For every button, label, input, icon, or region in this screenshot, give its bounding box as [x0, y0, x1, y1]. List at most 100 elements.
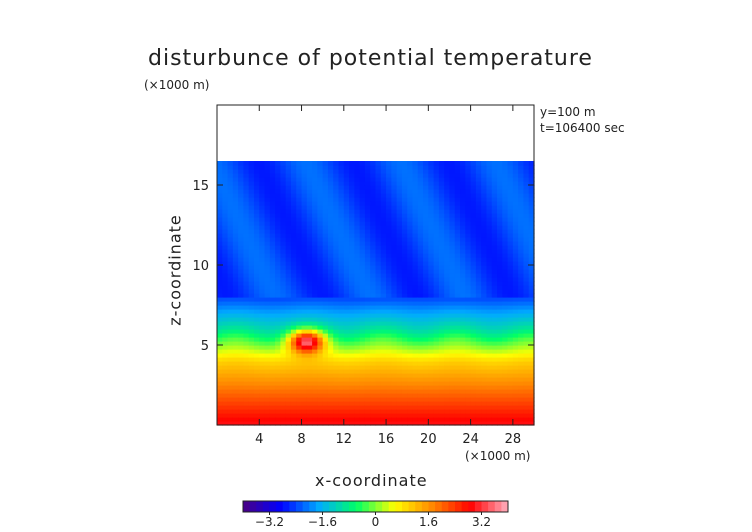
- heatmap-cell: [412, 281, 419, 286]
- heatmap-cell: [497, 305, 503, 310]
- heatmap-cell: [301, 377, 308, 382]
- heatmap-cell: [386, 173, 392, 178]
- heatmap-cell: [227, 249, 234, 254]
- heatmap-cell: [386, 417, 392, 422]
- heatmap-cell: [486, 201, 493, 206]
- heatmap-cell: [280, 409, 287, 414]
- heatmap-cell: [280, 393, 287, 398]
- heatmap-cell: [370, 209, 377, 214]
- heatmap-cell: [502, 197, 509, 202]
- heatmap-cell: [380, 289, 387, 294]
- heatmap-cell: [269, 169, 276, 174]
- heatmap-cell: [312, 185, 318, 190]
- heatmap-cell: [475, 341, 482, 346]
- heatmap-cell: [449, 249, 456, 254]
- heatmap-cell: [327, 385, 334, 390]
- heatmap-cell: [227, 229, 234, 234]
- heatmap-cell: [470, 185, 477, 190]
- heatmap-cell: [417, 213, 424, 218]
- heatmap-cell: [438, 313, 445, 318]
- heatmap-cell: [280, 417, 287, 422]
- heatmap-cell: [386, 353, 392, 358]
- heatmap-cell: [475, 245, 482, 250]
- heatmap-cell: [259, 405, 266, 410]
- heatmap-cell: [518, 321, 525, 326]
- heatmap-cell: [497, 273, 503, 278]
- heatmap-cell: [238, 185, 245, 190]
- heatmap-cell: [269, 369, 276, 374]
- heatmap-cell: [227, 361, 234, 366]
- heatmap-cell: [253, 389, 260, 394]
- heatmap-cell: [259, 217, 266, 222]
- heatmap-cell: [354, 237, 361, 242]
- heatmap-cell: [253, 401, 260, 406]
- colorbar-segment: [269, 501, 277, 512]
- heatmap-cell: [238, 177, 245, 182]
- heatmap-cell: [407, 337, 414, 342]
- heatmap-cell: [396, 381, 403, 386]
- heatmap-cell: [232, 265, 239, 270]
- heatmap-cell: [359, 293, 366, 298]
- heatmap-cell: [401, 289, 408, 294]
- heatmap-cell: [243, 409, 250, 414]
- heatmap-cell: [417, 409, 424, 414]
- heatmap-cell: [264, 273, 271, 278]
- heatmap-cell: [301, 249, 308, 254]
- heatmap-cell: [248, 277, 255, 282]
- heatmap-cell: [428, 357, 435, 362]
- heatmap-cell: [475, 225, 482, 230]
- heatmap-cell: [465, 241, 472, 246]
- heatmap-cell: [253, 369, 260, 374]
- colorbar-segment: [441, 501, 449, 512]
- heatmap-cell: [380, 181, 387, 186]
- heatmap-cell: [428, 261, 435, 266]
- heatmap-cell: [486, 345, 493, 350]
- colorbar-segment: [302, 501, 310, 512]
- heatmap-cell: [364, 393, 371, 398]
- heatmap-cell: [259, 401, 266, 406]
- heatmap-cell: [391, 393, 398, 398]
- heatmap-cell: [248, 389, 255, 394]
- heatmap-cell: [380, 233, 387, 238]
- heatmap-cell: [370, 161, 377, 166]
- heatmap-cell: [449, 341, 456, 346]
- heatmap-cell: [523, 189, 530, 194]
- heatmap-cell: [253, 357, 260, 362]
- heatmap-cell: [349, 365, 355, 370]
- heatmap-cell: [438, 177, 445, 182]
- heatmap-cell: [428, 161, 435, 166]
- heatmap-cell: [491, 177, 498, 182]
- heatmap-cell: [391, 397, 398, 402]
- heatmap-cell: [343, 285, 350, 290]
- heatmap-cell: [497, 177, 503, 182]
- heatmap-cell: [317, 261, 324, 266]
- heatmap-cell: [417, 229, 424, 234]
- heatmap-cell: [481, 397, 488, 402]
- heatmap-cell: [502, 165, 509, 170]
- heatmap-cell: [433, 313, 440, 318]
- heatmap-cell: [301, 185, 308, 190]
- heatmap-cell: [433, 301, 440, 306]
- heatmap-cell: [253, 245, 260, 250]
- heatmap-cell: [275, 261, 281, 266]
- heatmap-cell: [412, 373, 419, 378]
- heatmap-cell: [253, 413, 260, 418]
- heatmap-cell: [433, 161, 440, 166]
- heatmap-cell: [370, 325, 377, 330]
- heatmap-cell: [338, 193, 345, 198]
- heatmap-cell: [497, 381, 503, 386]
- heatmap-cell: [523, 241, 530, 246]
- heatmap-cell: [386, 401, 392, 406]
- heatmap-cell: [386, 337, 392, 342]
- heatmap-cell: [386, 261, 392, 266]
- heatmap-cell: [275, 365, 281, 370]
- heatmap-cell: [232, 201, 239, 206]
- heatmap-cell: [354, 297, 361, 302]
- heatmap-cell: [232, 229, 239, 234]
- heatmap-cell: [518, 397, 525, 402]
- heatmap-cell: [380, 273, 387, 278]
- heatmap-cell: [269, 301, 276, 306]
- heatmap-cell: [512, 409, 519, 414]
- heatmap-cell: [423, 397, 429, 402]
- heatmap-cell: [438, 381, 445, 386]
